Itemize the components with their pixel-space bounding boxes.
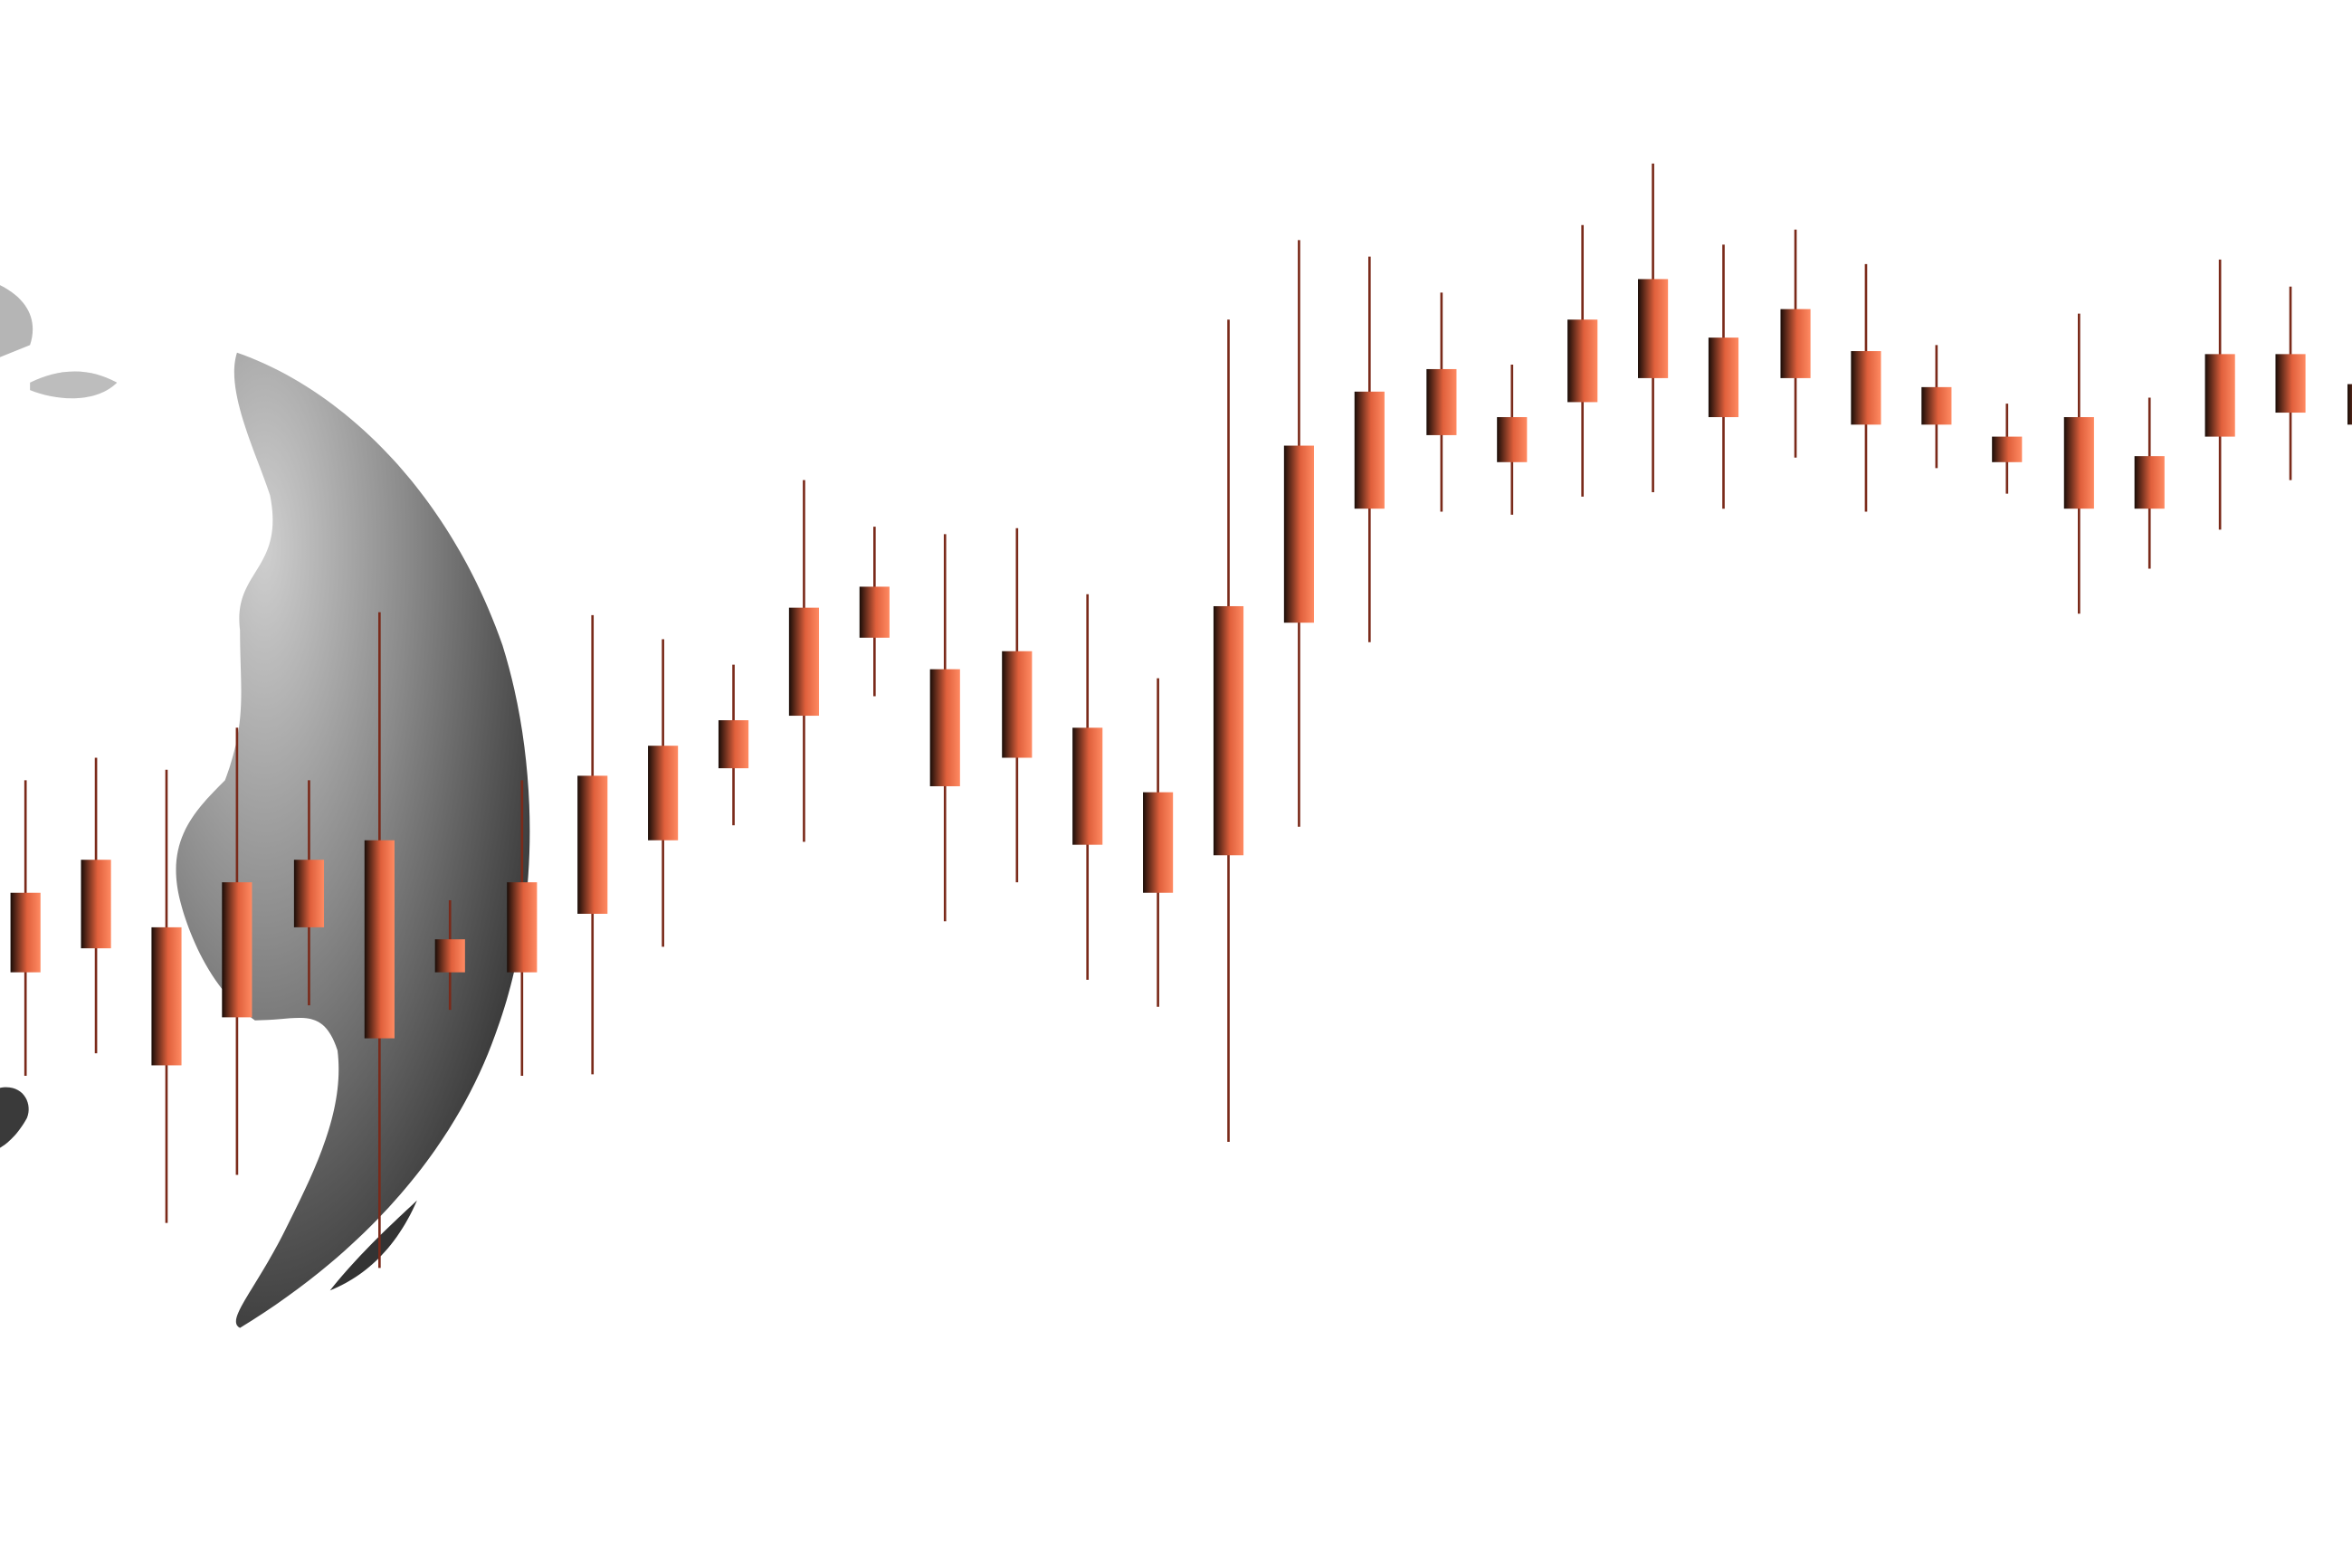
candle-body [2204, 354, 2235, 437]
candle-body [507, 882, 538, 973]
candle-body [1426, 368, 1457, 435]
candle-body [788, 607, 820, 717]
candle-body [81, 860, 111, 949]
candle-body [2063, 417, 2094, 509]
candle-body [222, 882, 252, 1018]
candle-body [1992, 436, 2023, 462]
candle-body [1354, 391, 1385, 509]
globe [0, 285, 530, 1328]
candle-body [718, 720, 749, 769]
candle-body [2347, 384, 2352, 425]
candle-body [10, 892, 41, 973]
candle-body [1708, 337, 1739, 418]
candle-body [2134, 456, 2165, 509]
candle-body [2275, 354, 2306, 413]
candle-body [1002, 651, 1033, 758]
candle-body [648, 746, 679, 841]
candle-body [1283, 445, 1314, 623]
land [30, 371, 118, 399]
candle-body [1638, 279, 1669, 378]
candle-body [1143, 792, 1174, 893]
candle-body [1921, 386, 1952, 425]
candle-body [1497, 417, 1528, 462]
candle-body [1072, 727, 1103, 845]
land [0, 1087, 29, 1148]
candle-body [929, 669, 960, 786]
candle-body [1851, 351, 1881, 425]
candle-body [1213, 605, 1244, 856]
candle-body [859, 586, 890, 638]
candles [10, 163, 2352, 1269]
candle-body [1780, 309, 1811, 378]
land [0, 285, 33, 357]
candle-body [1567, 319, 1598, 403]
candle-body [151, 927, 182, 1066]
candle-body [364, 840, 395, 1039]
globe-shape [176, 352, 530, 1328]
candle-body [577, 775, 608, 914]
land [329, 1200, 417, 1291]
candle-body [434, 939, 465, 973]
candle-body [293, 860, 325, 927]
